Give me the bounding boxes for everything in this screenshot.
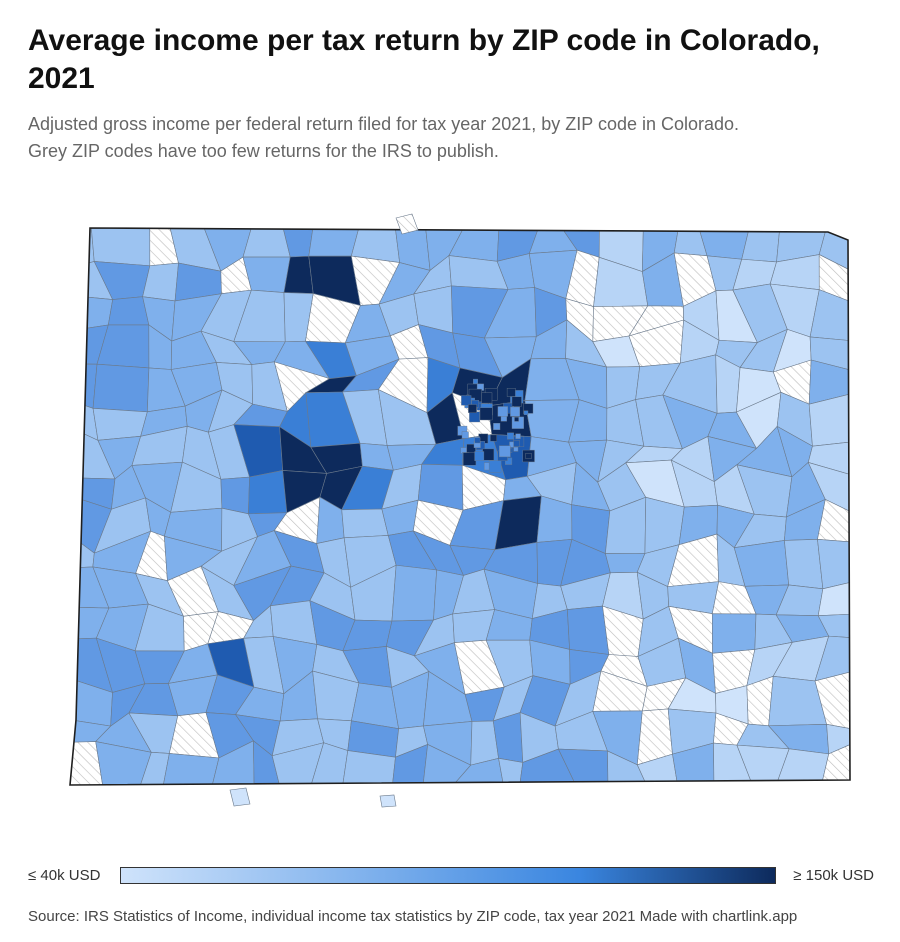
zip-region	[567, 605, 610, 655]
zip-region	[341, 750, 396, 785]
legend-gradient-bar	[120, 867, 776, 884]
zip-region	[474, 437, 481, 444]
zip-region	[341, 508, 389, 539]
legend-max-label: ≥ 150k USD	[793, 867, 874, 884]
zip-region	[523, 410, 529, 416]
zip-region	[95, 741, 152, 785]
zip-region	[308, 228, 360, 257]
zip-region	[814, 635, 850, 682]
zip-region	[817, 613, 850, 639]
zip-region	[391, 743, 428, 785]
zip-region	[807, 461, 850, 513]
zip-region	[488, 460, 502, 473]
zip-region	[482, 448, 495, 461]
zip-region	[391, 564, 437, 622]
zip-region	[92, 408, 148, 441]
zip-region	[808, 359, 850, 405]
zip-region	[510, 406, 520, 417]
zip-region	[468, 404, 477, 413]
zip-region	[70, 741, 104, 785]
zip-region	[807, 441, 850, 476]
zip-region	[525, 452, 532, 459]
zip-region	[518, 748, 578, 785]
zip-region	[493, 422, 501, 430]
zip-region	[536, 495, 573, 543]
zip-region	[498, 757, 524, 785]
zip-region	[92, 363, 150, 413]
zip-region	[711, 613, 757, 654]
state-border	[69, 227, 851, 786]
zip-region	[818, 254, 850, 303]
zip-region	[481, 392, 493, 404]
zip-region	[814, 671, 850, 730]
zip-region	[107, 296, 150, 326]
zip-region	[474, 451, 485, 462]
zip-region	[784, 539, 824, 590]
zip-region	[636, 753, 679, 785]
zip-region	[808, 393, 850, 447]
outlier-zip-top	[395, 213, 419, 235]
outlier-zip-bottom-mid	[379, 794, 397, 808]
zip-region	[499, 445, 511, 458]
zip-region	[479, 407, 493, 421]
zip-region	[505, 457, 513, 465]
zip-region	[90, 228, 151, 267]
chart-title: Average income per tax return by ZIP cod…	[28, 24, 820, 95]
zip-region	[607, 750, 649, 785]
zip-region	[513, 440, 520, 447]
zip-region	[253, 740, 281, 785]
zip-regions	[70, 228, 850, 785]
zip-region	[450, 757, 505, 785]
zip-region	[515, 433, 521, 439]
zip-region	[511, 416, 524, 429]
zip-region	[506, 387, 516, 397]
zip-region	[713, 742, 755, 785]
zip-region	[817, 498, 850, 543]
zip-region	[271, 742, 325, 785]
zip-region	[497, 406, 508, 417]
zip-region	[463, 452, 477, 466]
zip-region	[162, 753, 220, 785]
zip-region	[139, 751, 170, 785]
zip-region	[513, 446, 519, 452]
zip-region	[473, 378, 479, 384]
zip-region	[511, 396, 522, 407]
zip-region	[220, 476, 250, 515]
legend-min-label: ≤ 40k USD	[28, 867, 101, 884]
chart-subtitle: Adjusted gross income per federal return…	[28, 111, 878, 165]
zip-region	[469, 411, 480, 423]
zip-region	[461, 395, 472, 406]
zip-region	[774, 748, 830, 785]
zip-region	[211, 740, 255, 785]
zip-region	[736, 744, 790, 785]
zip-region	[809, 289, 850, 342]
zip-region	[809, 336, 850, 371]
subtitle-line-2: Grey ZIP codes have too few returns for …	[28, 141, 499, 161]
zip-region	[422, 743, 472, 785]
zip-region	[461, 431, 469, 439]
source-note: Source: IRS Statistics of Income, indivi…	[28, 908, 798, 925]
zip-region	[309, 742, 349, 785]
zip-region	[820, 743, 850, 785]
zip-region	[672, 742, 715, 785]
zip-region	[557, 748, 609, 785]
zip-region	[507, 432, 514, 440]
zip-region	[817, 539, 850, 590]
color-legend: ≤ 40k USD ≥ 150k USD	[28, 866, 874, 888]
zip-region	[514, 417, 519, 422]
colorado-zip-map	[69, 213, 851, 808]
zip-region	[817, 581, 850, 617]
zip-region	[490, 434, 497, 442]
zip-region	[248, 470, 288, 515]
outlier-zip-bottom-left	[229, 787, 251, 807]
subtitle-line-1: Adjusted gross income per federal return…	[28, 114, 740, 134]
zip-region	[70, 363, 98, 409]
